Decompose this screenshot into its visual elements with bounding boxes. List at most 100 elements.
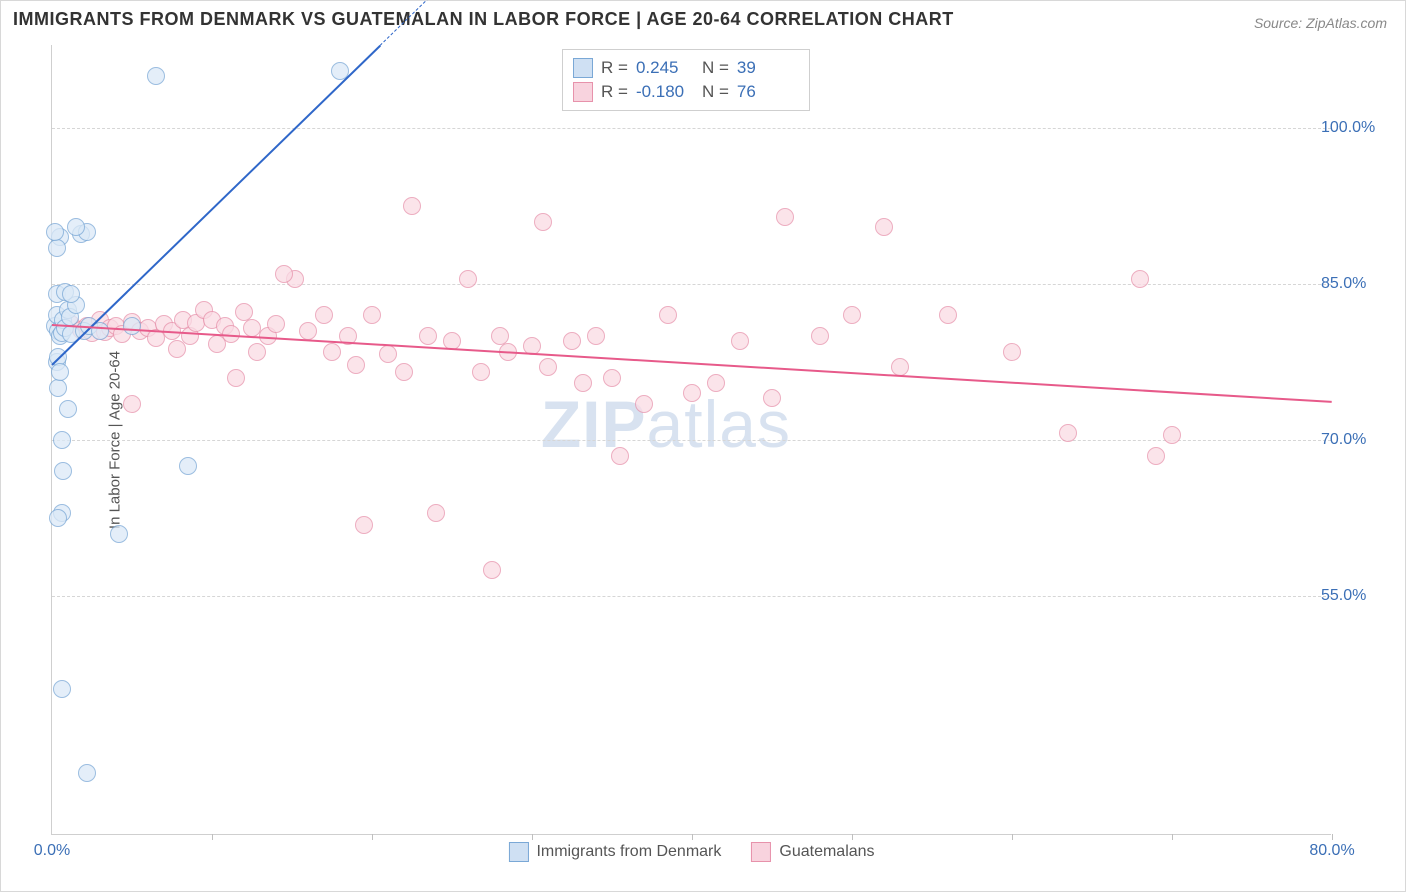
scatter-point-guatemalan	[603, 369, 621, 387]
scatter-point-guatemalan	[315, 306, 333, 324]
scatter-point-denmark	[49, 379, 67, 397]
scatter-point-denmark	[48, 239, 66, 257]
n-label: N =	[702, 80, 729, 104]
scatter-point-denmark	[46, 223, 64, 241]
scatter-point-guatemalan	[776, 208, 794, 226]
scatter-point-denmark	[62, 285, 80, 303]
scatter-point-guatemalan	[267, 315, 285, 333]
scatter-point-guatemalan	[763, 389, 781, 407]
x-tick-label: 80.0%	[1309, 842, 1354, 860]
r-label: R =	[601, 56, 628, 80]
plot-area: In Labor Force | Age 20-64 ZIPatlas R = …	[51, 45, 1331, 835]
scatter-point-guatemalan	[403, 197, 421, 215]
scatter-point-guatemalan	[123, 395, 141, 413]
scatter-point-denmark	[51, 363, 69, 381]
scatter-point-guatemalan	[611, 447, 629, 465]
scatter-point-denmark	[78, 764, 96, 782]
scatter-point-guatemalan	[299, 322, 317, 340]
scatter-point-guatemalan	[379, 345, 397, 363]
scatter-point-denmark	[54, 462, 72, 480]
scatter-point-guatemalan	[427, 504, 445, 522]
scatter-point-guatemalan	[659, 306, 677, 324]
scatter-point-guatemalan	[811, 327, 829, 345]
scatter-point-denmark	[110, 525, 128, 543]
swatch-denmark	[573, 58, 593, 78]
scatter-point-guatemalan	[355, 516, 373, 534]
scatter-point-guatemalan	[395, 363, 413, 381]
x-tick-mark	[532, 834, 533, 840]
scatter-point-guatemalan	[275, 265, 293, 283]
x-tick-label: 0.0%	[34, 842, 70, 860]
scatter-point-guatemalan	[419, 327, 437, 345]
scatter-point-guatemalan	[363, 306, 381, 324]
x-tick-mark	[372, 834, 373, 840]
legend-swatch-guatemalan	[751, 842, 771, 862]
scatter-point-guatemalan	[939, 306, 957, 324]
scatter-point-denmark	[53, 431, 71, 449]
scatter-point-denmark	[49, 509, 67, 527]
scatter-point-guatemalan	[1059, 424, 1077, 442]
scatter-point-guatemalan	[248, 343, 266, 361]
scatter-point-guatemalan	[843, 306, 861, 324]
hgrid-line	[52, 440, 1331, 441]
x-tick-mark	[692, 834, 693, 840]
hgrid-line	[52, 596, 1331, 597]
legend-swatch-denmark	[508, 842, 528, 862]
watermark: ZIPatlas	[541, 386, 791, 462]
scatter-point-guatemalan	[875, 218, 893, 236]
source-attribution: Source: ZipAtlas.com	[1254, 15, 1387, 31]
scatter-point-denmark	[123, 317, 141, 335]
scatter-point-guatemalan	[539, 358, 557, 376]
scatter-point-denmark	[53, 680, 71, 698]
r-value-1: 0.245	[636, 56, 694, 80]
x-tick-mark	[212, 834, 213, 840]
scatter-point-guatemalan	[472, 363, 490, 381]
y-tick-label: 100.0%	[1321, 119, 1381, 137]
scatter-point-guatemalan	[347, 356, 365, 374]
scatter-point-guatemalan	[891, 358, 909, 376]
scatter-point-guatemalan	[227, 369, 245, 387]
y-tick-label: 70.0%	[1321, 431, 1381, 449]
n-value-1: 39	[737, 56, 795, 80]
scatter-point-guatemalan	[707, 374, 725, 392]
scatter-point-guatemalan	[459, 270, 477, 288]
series-legend: Immigrants from Denmark Guatemalans	[508, 842, 874, 862]
legend-item-denmark: Immigrants from Denmark	[508, 842, 721, 862]
chart-title: IMMIGRANTS FROM DENMARK VS GUATEMALAN IN…	[13, 9, 954, 30]
scatter-point-guatemalan	[1147, 447, 1165, 465]
stats-row-1: R = 0.245 N = 39	[573, 56, 795, 80]
scatter-point-guatemalan	[635, 395, 653, 413]
scatter-point-denmark	[147, 67, 165, 85]
scatter-point-guatemalan	[563, 332, 581, 350]
x-tick-mark	[1172, 834, 1173, 840]
scatter-point-guatemalan	[731, 332, 749, 350]
scatter-point-guatemalan	[587, 327, 605, 345]
hgrid-line	[52, 128, 1331, 129]
watermark-zip: ZIP	[541, 387, 647, 461]
n-label: N =	[702, 56, 729, 80]
y-tick-label: 85.0%	[1321, 275, 1381, 293]
scatter-point-guatemalan	[1163, 426, 1181, 444]
x-tick-mark	[1012, 834, 1013, 840]
x-tick-mark	[852, 834, 853, 840]
scatter-point-denmark	[59, 400, 77, 418]
scatter-point-guatemalan	[1003, 343, 1021, 361]
scatter-point-guatemalan	[683, 384, 701, 402]
scatter-point-guatemalan	[483, 561, 501, 579]
scatter-point-denmark	[67, 218, 85, 236]
chart-container: IMMIGRANTS FROM DENMARK VS GUATEMALAN IN…	[0, 0, 1406, 892]
swatch-guatemalan	[573, 82, 593, 102]
stats-row-2: R = -0.180 N = 76	[573, 80, 795, 104]
legend-label-denmark: Immigrants from Denmark	[536, 843, 721, 861]
r-value-2: -0.180	[636, 80, 694, 104]
scatter-point-guatemalan	[1131, 270, 1149, 288]
y-tick-label: 55.0%	[1321, 587, 1381, 605]
r-label: R =	[601, 80, 628, 104]
n-value-2: 76	[737, 80, 795, 104]
legend-item-guatemalan: Guatemalans	[751, 842, 874, 862]
stats-legend: R = 0.245 N = 39 R = -0.180 N = 76	[562, 49, 810, 111]
x-tick-mark	[1332, 834, 1333, 840]
scatter-point-guatemalan	[534, 213, 552, 231]
legend-label-guatemalan: Guatemalans	[779, 843, 874, 861]
scatter-point-guatemalan	[574, 374, 592, 392]
